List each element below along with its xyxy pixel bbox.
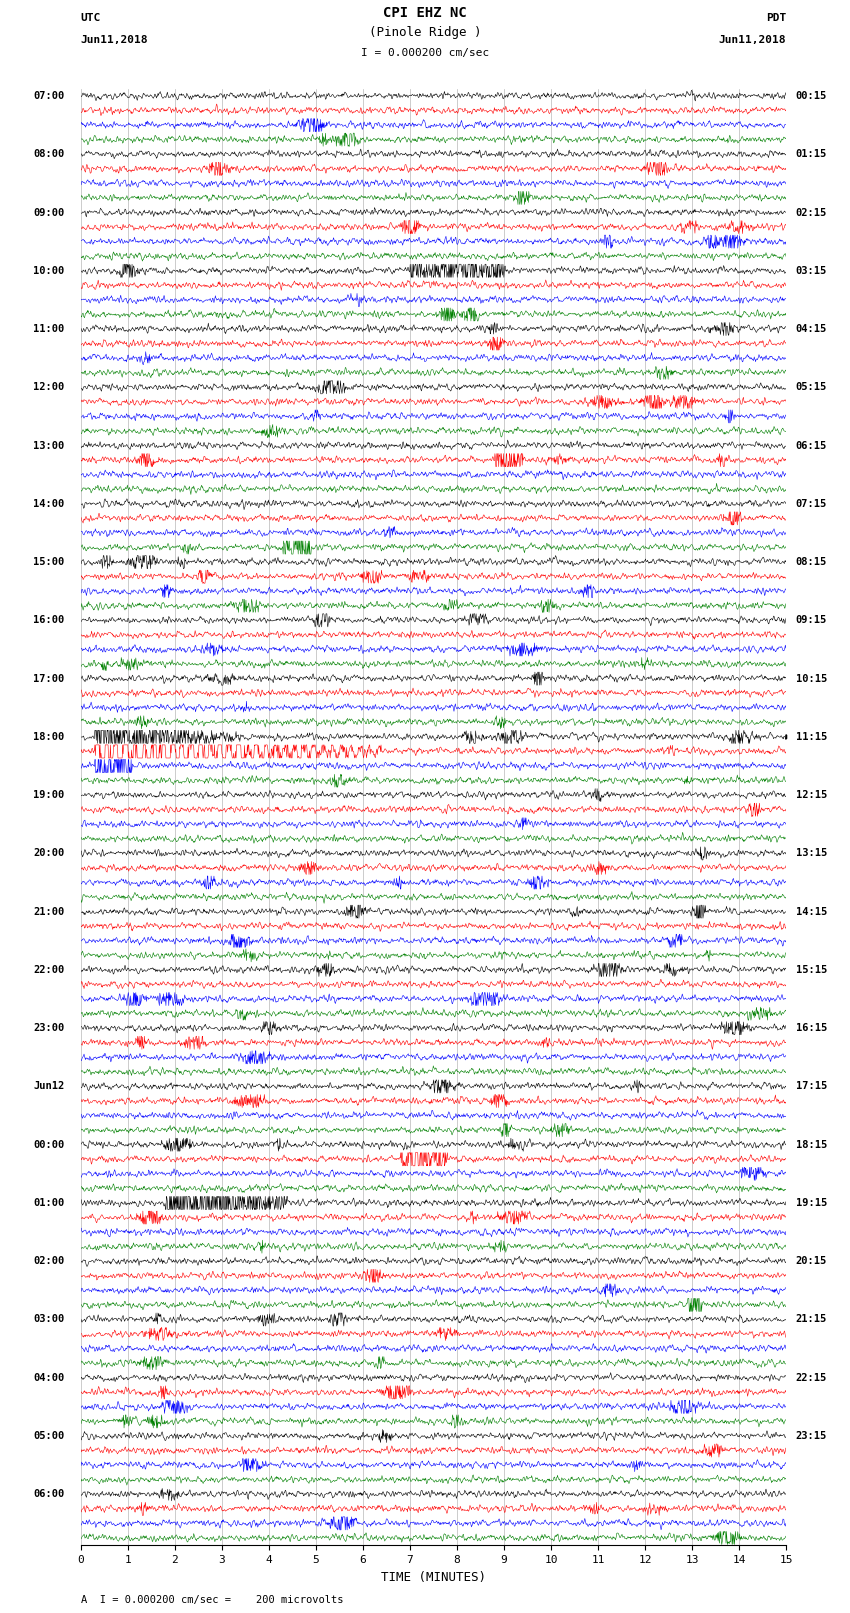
Text: 08:15: 08:15 [796,556,827,568]
Text: 13:15: 13:15 [796,848,827,858]
Text: 04:00: 04:00 [33,1373,65,1382]
Text: 15:15: 15:15 [796,965,827,974]
Text: 10:00: 10:00 [33,266,65,276]
Text: UTC: UTC [81,13,101,23]
Text: 18:15: 18:15 [796,1140,827,1150]
Text: 14:15: 14:15 [796,907,827,916]
Text: 19:15: 19:15 [796,1198,827,1208]
Text: 01:00: 01:00 [33,1198,65,1208]
Text: 13:00: 13:00 [33,440,65,450]
Text: 11:00: 11:00 [33,324,65,334]
Text: 05:15: 05:15 [796,382,827,392]
Text: I = 0.000200 cm/sec: I = 0.000200 cm/sec [361,48,489,58]
Text: 09:00: 09:00 [33,208,65,218]
Text: 14:00: 14:00 [33,498,65,508]
Text: 20:15: 20:15 [796,1257,827,1266]
Text: 17:00: 17:00 [33,674,65,684]
Text: 08:00: 08:00 [33,150,65,160]
Text: 00:15: 00:15 [796,90,827,102]
Text: 21:00: 21:00 [33,907,65,916]
Text: 18:00: 18:00 [33,732,65,742]
Text: 00:00: 00:00 [33,1140,65,1150]
Text: 03:00: 03:00 [33,1315,65,1324]
Text: 04:15: 04:15 [796,324,827,334]
Text: 17:15: 17:15 [796,1081,827,1092]
Text: 16:15: 16:15 [796,1023,827,1034]
Text: 22:00: 22:00 [33,965,65,974]
Text: 01:15: 01:15 [796,150,827,160]
Text: 02:15: 02:15 [796,208,827,218]
Text: 06:15: 06:15 [796,440,827,450]
Text: Jun11,2018: Jun11,2018 [81,35,148,45]
Text: 07:15: 07:15 [796,498,827,508]
Text: A  I = 0.000200 cm/sec =    200 microvolts: A I = 0.000200 cm/sec = 200 microvolts [81,1595,343,1605]
Text: 22:15: 22:15 [796,1373,827,1382]
Text: (Pinole Ridge ): (Pinole Ridge ) [369,26,481,39]
Text: 12:00: 12:00 [33,382,65,392]
Text: Jun11,2018: Jun11,2018 [719,35,786,45]
Text: 21:15: 21:15 [796,1315,827,1324]
Text: 07:00: 07:00 [33,90,65,102]
Text: Jun12: Jun12 [33,1081,65,1092]
Text: PDT: PDT [766,13,786,23]
X-axis label: TIME (MINUTES): TIME (MINUTES) [381,1571,486,1584]
Text: 20:00: 20:00 [33,848,65,858]
Text: 23:15: 23:15 [796,1431,827,1440]
Text: 09:15: 09:15 [796,615,827,626]
Text: 15:00: 15:00 [33,556,65,568]
Text: 10:15: 10:15 [796,674,827,684]
Text: 02:00: 02:00 [33,1257,65,1266]
Text: 03:15: 03:15 [796,266,827,276]
Text: 19:00: 19:00 [33,790,65,800]
Text: 23:00: 23:00 [33,1023,65,1034]
Text: 06:00: 06:00 [33,1489,65,1498]
Text: CPI EHZ NC: CPI EHZ NC [383,6,467,21]
Text: 16:00: 16:00 [33,615,65,626]
Text: 05:00: 05:00 [33,1431,65,1440]
Text: 11:15: 11:15 [796,732,827,742]
Text: 12:15: 12:15 [796,790,827,800]
